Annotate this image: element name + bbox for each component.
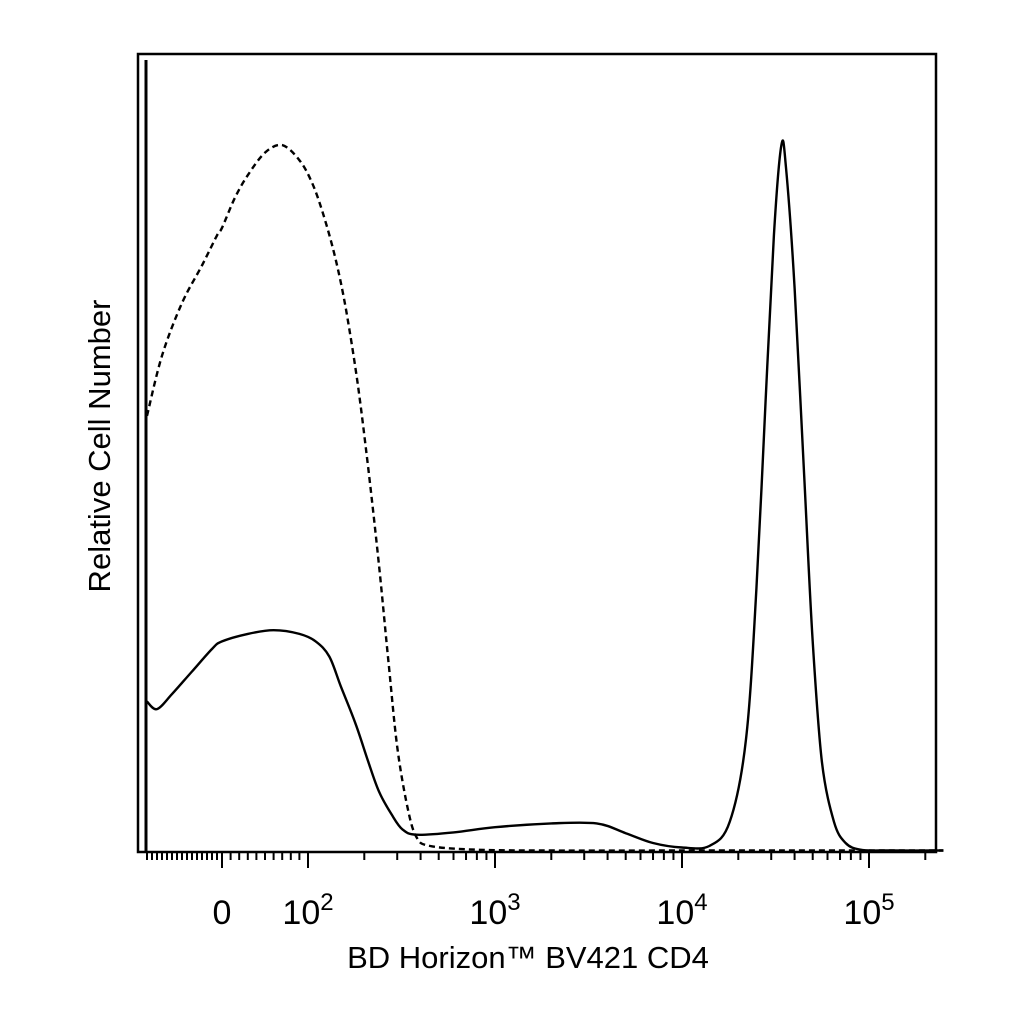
plot-frame — [136, 52, 938, 854]
x-axis-tick-labels: 0 102 103 104 105 — [213, 889, 895, 932]
y-axis-title: Relative Cell Number — [82, 300, 117, 593]
x-axis-title: BD Horizon™ BV421 CD4 — [347, 940, 709, 975]
x-tick-label: 105 — [843, 889, 894, 932]
x-tick-label: 0 — [213, 894, 232, 932]
dashed-histogram-curve — [145, 143, 944, 852]
x-tick-label: 103 — [469, 889, 520, 932]
solid-histogram-curve — [146, 139, 944, 852]
x-axis-ticks — [146, 852, 927, 868]
histogram-curves — [145, 139, 944, 852]
x-tick-label: 104 — [656, 889, 707, 932]
x-tick-label: 102 — [282, 889, 333, 932]
